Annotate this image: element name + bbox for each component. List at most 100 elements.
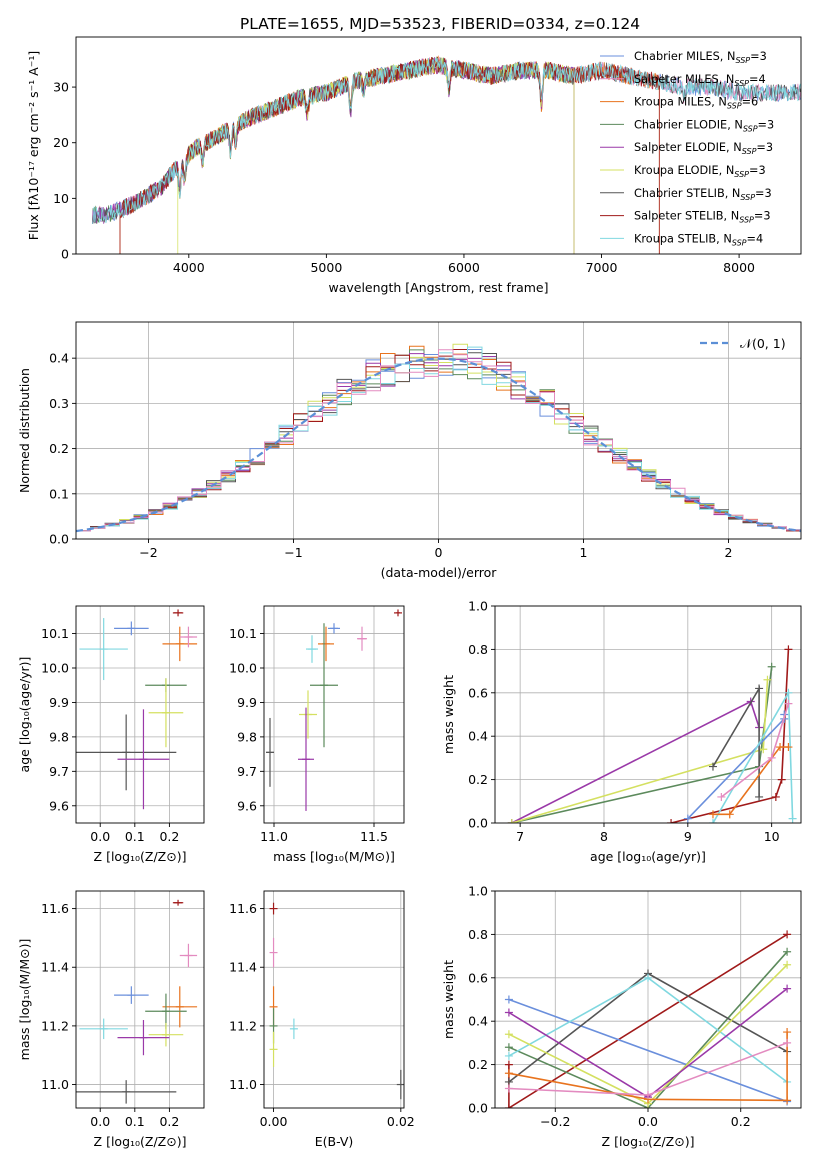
y-axis-label: mass weight: [441, 675, 456, 754]
x-tick-label: 0: [435, 545, 443, 560]
y-tick-label: 0.3: [49, 396, 69, 411]
y-tick-label: 11.0: [229, 1077, 257, 1092]
weight-marker: [667, 819, 676, 823]
axes-frame: [75, 890, 205, 1109]
x-tick-label: 1: [580, 545, 588, 560]
age-vs-mass-panel: 11.0 11.5 9.6 9.7 9.8 9.9 10.0 10.1 mass [log₁₀(…: [229, 605, 405, 864]
legend-name: Kroupa MILES, N: [634, 96, 727, 109]
y-tick-label: 0.0: [49, 532, 69, 547]
x-tick-label: 0.02: [387, 1114, 415, 1129]
legend-suffix: =3: [758, 118, 775, 131]
x-axis-label: (data-model)/error: [381, 565, 498, 580]
y-tick-label: 1.0: [468, 599, 488, 614]
weight-marker: [507, 819, 516, 823]
x-tick-label: 11.5: [360, 829, 388, 844]
mass-vs-EBV-panel: 0.00 0.02 11.0 11.2 11.4 11.6 E(B-V): [229, 890, 415, 1149]
y-tick-label: 1.0: [468, 884, 488, 899]
y-tick-label: 9.8: [237, 729, 257, 744]
x-axis-label: Z [log₁₀(Z/Z⊙)]: [94, 849, 187, 864]
weight-marker: [755, 792, 764, 801]
y-tick-label: 0.1: [49, 486, 69, 501]
y-tick-label: 0.6: [468, 685, 488, 700]
y-tick-label: 11.4: [229, 960, 257, 975]
weight-marker: [767, 753, 776, 762]
weight-marker: [783, 984, 792, 993]
weight-marker: [755, 684, 764, 693]
legend-name: Salpeter STELIB, N: [634, 210, 739, 223]
weight-marker: [504, 995, 513, 1004]
y-tick-label: 11.6: [229, 901, 257, 916]
y-tick-label: 0.8: [468, 642, 488, 657]
legend-suffix: =4: [749, 73, 766, 86]
legend-label: Kroupa MILES, NSSP=6: [634, 96, 758, 111]
legend-subscript: SSP: [734, 79, 749, 88]
x-tick-label: −1: [284, 545, 302, 560]
y-tick-label: 0.8: [468, 927, 488, 942]
weight-marker: [777, 775, 786, 784]
weight-marker: [725, 810, 734, 819]
y-tick-label: 0.2: [468, 772, 488, 787]
legend-name: Chabrier MILES, N: [634, 50, 735, 63]
legend-subscript: SSP: [742, 147, 757, 156]
x-axis-label: Z [log₁₀(Z/Z⊙)]: [602, 1134, 695, 1149]
y-tick-label: 10.1: [229, 626, 257, 641]
legend-label: 𝒩(0, 1): [740, 336, 786, 351]
y-tick-label: 10: [53, 191, 69, 206]
x-tick-label: 4000: [173, 260, 205, 275]
weight-series: [508, 998, 788, 1103]
legend-name: Chabrier STELIB, N: [634, 187, 740, 200]
weight-marker: [783, 1028, 792, 1037]
x-tick-label: 7000: [586, 260, 618, 275]
y-tick-label: 11.2: [229, 1018, 257, 1033]
x-tick-label: 7: [516, 829, 524, 844]
x-tick-label: 0.0: [638, 1114, 658, 1129]
y-tick-label: 11.4: [41, 960, 69, 975]
x-tick-label: 9: [684, 829, 692, 844]
y-tick-label: 0.2: [49, 441, 69, 456]
weight-series: [508, 1032, 788, 1102]
legend-label: Salpeter STELIB, NSSP=3: [634, 210, 771, 225]
y-tick-label: 0.2: [468, 1057, 488, 1072]
legend-label: Salpeter ELODIE, NSSP=3: [634, 141, 773, 156]
weight-marker: [763, 675, 772, 684]
normal-curve: [76, 357, 801, 533]
y-axis-label: mass weight: [441, 960, 456, 1039]
y-axis-label: Flux [fλ10⁻¹⁷ erg cm⁻² s⁻¹ A⁻¹]: [26, 51, 41, 240]
y-tick-label: 0.0: [468, 1101, 488, 1116]
legend-label: Kroupa ELODIE, NSSP=3: [634, 164, 766, 179]
weight-marker: [783, 930, 792, 939]
age-vs-Z-panel: 0.0 0.1 0.2 9.6 9.7 9.8 9.9 10.0 10.1 Z [log₁₀(Z/…: [17, 605, 205, 864]
x-tick-label: 6000: [448, 260, 480, 275]
legend-name: Salpeter MILES, N: [634, 73, 734, 86]
x-tick-label: 0.2: [731, 1114, 751, 1129]
weight-marker: [717, 792, 726, 801]
weight-marker: [644, 973, 652, 982]
weight-marker: [504, 1051, 513, 1060]
plot-area: [92, 55, 801, 254]
legend-name: Chabrier ELODIE, N: [634, 118, 743, 131]
legend-suffix: =3: [750, 50, 767, 63]
legend-suffix: =3: [756, 141, 773, 154]
x-tick-label: 5000: [310, 260, 342, 275]
x-axis-label: Z [log₁₀(Z/Z⊙)]: [94, 1134, 187, 1149]
axes-frame: [75, 605, 205, 824]
weight-marker: [759, 745, 768, 754]
weight-marker: [708, 762, 717, 771]
x-axis-label: mass [log₁₀(M/M⊙)]: [273, 849, 395, 864]
x-tick-label: 0.0: [90, 829, 110, 844]
weight-series: [508, 951, 788, 1108]
y-tick-label: 9.7: [237, 764, 257, 779]
plot-area: [76, 899, 198, 1104]
weight-marker: [788, 814, 797, 823]
legend-suffix: =6: [742, 96, 759, 109]
weight-marker: [708, 810, 717, 819]
legend-subscript: SSP: [732, 238, 747, 247]
x-tick-label: 0.00: [260, 1114, 288, 1129]
legend-label: Kroupa STELIB, NSSP=4: [634, 232, 763, 247]
plot-area: [266, 609, 402, 811]
plot-area: [504, 930, 792, 1108]
weight-marker: [783, 1038, 792, 1047]
x-tick-label: 0.0: [90, 1114, 110, 1129]
